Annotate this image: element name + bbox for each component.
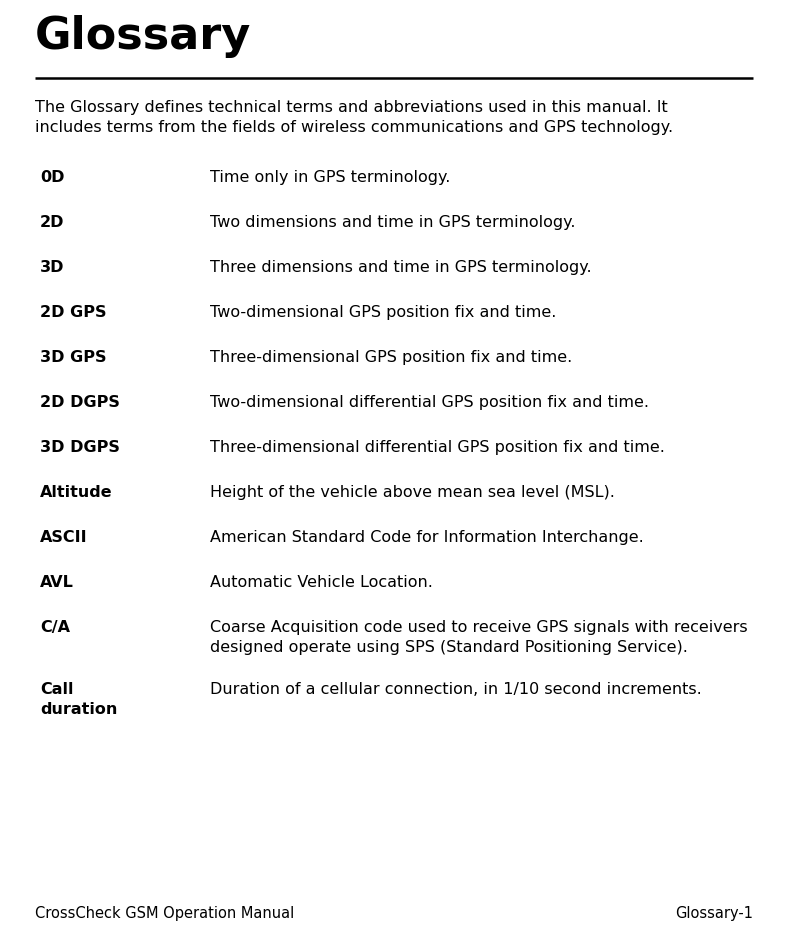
Text: 2D GPS: 2D GPS xyxy=(40,305,106,320)
Text: Duration of a cellular connection, in 1/10 second increments.: Duration of a cellular connection, in 1/… xyxy=(210,682,702,697)
Text: Two dimensions and time in GPS terminology.: Two dimensions and time in GPS terminolo… xyxy=(210,215,575,230)
Text: Glossary-1: Glossary-1 xyxy=(675,906,753,921)
Text: Height of the vehicle above mean sea level (MSL).: Height of the vehicle above mean sea lev… xyxy=(210,485,615,500)
Text: American Standard Code for Information Interchange.: American Standard Code for Information I… xyxy=(210,530,644,545)
Text: CrossCheck GSM Operation Manual: CrossCheck GSM Operation Manual xyxy=(35,906,294,921)
Text: Glossary: Glossary xyxy=(35,15,251,58)
Text: Three-dimensional differential GPS position fix and time.: Three-dimensional differential GPS posit… xyxy=(210,440,665,455)
Text: 0D: 0D xyxy=(40,170,65,185)
Text: Coarse Acquisition code used to receive GPS signals with receivers
designed oper: Coarse Acquisition code used to receive … xyxy=(210,620,748,655)
Text: C/A: C/A xyxy=(40,620,70,635)
Text: Altitude: Altitude xyxy=(40,485,113,500)
Text: Call
duration: Call duration xyxy=(40,682,117,717)
Text: Two-dimensional GPS position fix and time.: Two-dimensional GPS position fix and tim… xyxy=(210,305,556,320)
Text: 3D GPS: 3D GPS xyxy=(40,350,106,365)
Text: 3D DGPS: 3D DGPS xyxy=(40,440,120,455)
Text: Three-dimensional GPS position fix and time.: Three-dimensional GPS position fix and t… xyxy=(210,350,572,365)
Text: 3D: 3D xyxy=(40,260,65,275)
Text: Three dimensions and time in GPS terminology.: Three dimensions and time in GPS termino… xyxy=(210,260,592,275)
Text: 2D DGPS: 2D DGPS xyxy=(40,395,120,410)
Text: 2D: 2D xyxy=(40,215,65,230)
Text: Time only in GPS terminology.: Time only in GPS terminology. xyxy=(210,170,451,185)
Text: ASCII: ASCII xyxy=(40,530,87,545)
Text: Automatic Vehicle Location.: Automatic Vehicle Location. xyxy=(210,575,433,590)
Text: The Glossary defines technical terms and abbreviations used in this manual. It: The Glossary defines technical terms and… xyxy=(35,100,667,115)
Text: includes terms from the fields of wireless communications and GPS technology.: includes terms from the fields of wirele… xyxy=(35,120,673,135)
Text: AVL: AVL xyxy=(40,575,74,590)
Text: Two-dimensional differential GPS position fix and time.: Two-dimensional differential GPS positio… xyxy=(210,395,649,410)
